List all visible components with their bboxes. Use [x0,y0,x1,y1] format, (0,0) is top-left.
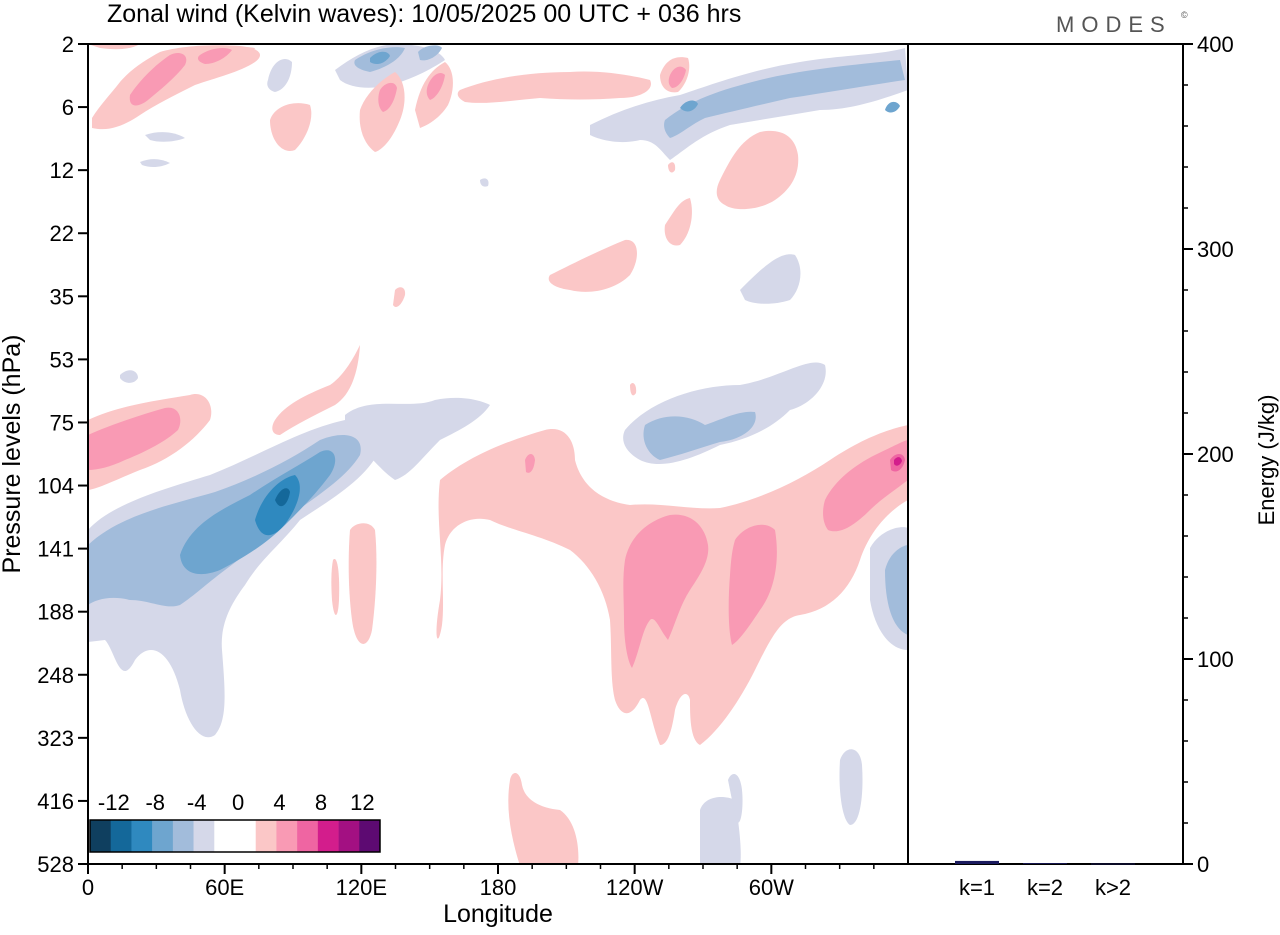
y-tick-label-6: 75 [50,410,74,435]
y-tick-label-8: 141 [37,537,74,562]
energy-axis-label: Energy (J/kg) [1254,395,1279,526]
colorbar-swatch-13 [359,820,381,852]
y-axis-label: Pressure levels (hPa) [0,335,26,574]
colorbar-label-0: -12 [98,790,130,815]
colorbar-swatch-9 [276,820,298,852]
colorbar-swatch-6 [214,820,236,852]
colorbar-label-3: 0 [232,790,244,815]
y-tick-label-13: 528 [37,852,74,877]
negative-wind-extreme-region [275,488,290,507]
energy-category-label-2: k>2 [1095,875,1131,900]
colorbar-label-5: 8 [315,790,327,815]
y-tick-label-10: 248 [37,663,74,688]
colorbar-swatch-2 [131,820,153,852]
energy-category-label-0: k=1 [959,875,995,900]
energy-tick-label-1: 100 [1197,647,1234,672]
x-axis-label: Longitude [443,900,553,928]
colorbar-swatch-10 [297,820,319,852]
energy-bars: k=1 k=2 k>2 [955,860,1135,900]
chart-title: Zonal wind (Kelvin waves): 10/05/2025 00… [107,0,741,28]
x-tick-label-0: 0 [82,875,94,900]
y-tick-label-4: 35 [50,284,74,309]
x-tick-label-1: 60E [205,875,244,900]
colorbar-label-4: 4 [273,790,285,815]
colorbar-frame [89,819,381,853]
energy-category-label-1: k=2 [1027,875,1063,900]
colorbar-swatch-12 [338,820,360,852]
energy-bar-0 [955,860,999,864]
colorbar-swatch-5 [193,820,215,852]
energy-tick-label-3: 300 [1197,237,1234,262]
energy-tick-label-2: 200 [1197,442,1234,467]
modes-logo: MODES [1056,12,1172,37]
y-tick-label-0: 2 [62,32,74,57]
energy-bar-2 [1091,863,1135,865]
colorbar-swatch-8 [255,820,277,852]
wind-contour-field [88,44,908,864]
energy-bar-1 [1023,863,1067,864]
y-tick-label-9: 188 [37,600,74,625]
colorbar-swatch-3 [152,820,174,852]
positive-wind-very-strong-region [894,457,902,466]
x-tick-label-5: 60W [749,875,794,900]
y-tick-label-7: 104 [37,474,74,499]
colorbar-swatch-7 [235,820,257,852]
y-tick-label-5: 53 [50,347,74,372]
x-tick-label-4: 120W [606,875,664,900]
x-tick-label-2: 120E [336,875,387,900]
energy-tick-label-4: 400 [1197,32,1234,57]
pressure-axis: 2 6 12 22 35 53 75 104 141 188 248 323 416 528 [37,32,88,877]
x-tick-label-3: 180 [480,875,517,900]
colorbar-swatch-4 [172,820,194,852]
colorbar-label-2: -4 [187,790,207,815]
colorbar: -12 -8 -4 0 4 8 12 [89,790,381,853]
colorbar-label-6: 12 [350,790,374,815]
positive-wind-moderate-region [88,47,908,668]
colorbar-swatch-1 [110,820,132,852]
y-tick-label-11: 323 [37,726,74,751]
y-tick-label-3: 22 [50,221,74,246]
colorbar-swatch-11 [317,820,339,852]
energy-axis: 0 100 200 300 400 [1183,32,1234,877]
positive-wind-weak-region [88,44,908,864]
longitude-axis: 0 60E 120E 180 120W 60W [82,864,875,900]
copyright-mark: © [1181,10,1188,20]
y-tick-label-12: 416 [37,789,74,814]
y-tick-label-2: 12 [50,158,74,183]
colorbar-label-1: -8 [145,790,165,815]
y-tick-label-1: 6 [62,95,74,120]
colorbar-swatch-0 [90,820,112,852]
energy-tick-label-0: 0 [1197,852,1209,877]
